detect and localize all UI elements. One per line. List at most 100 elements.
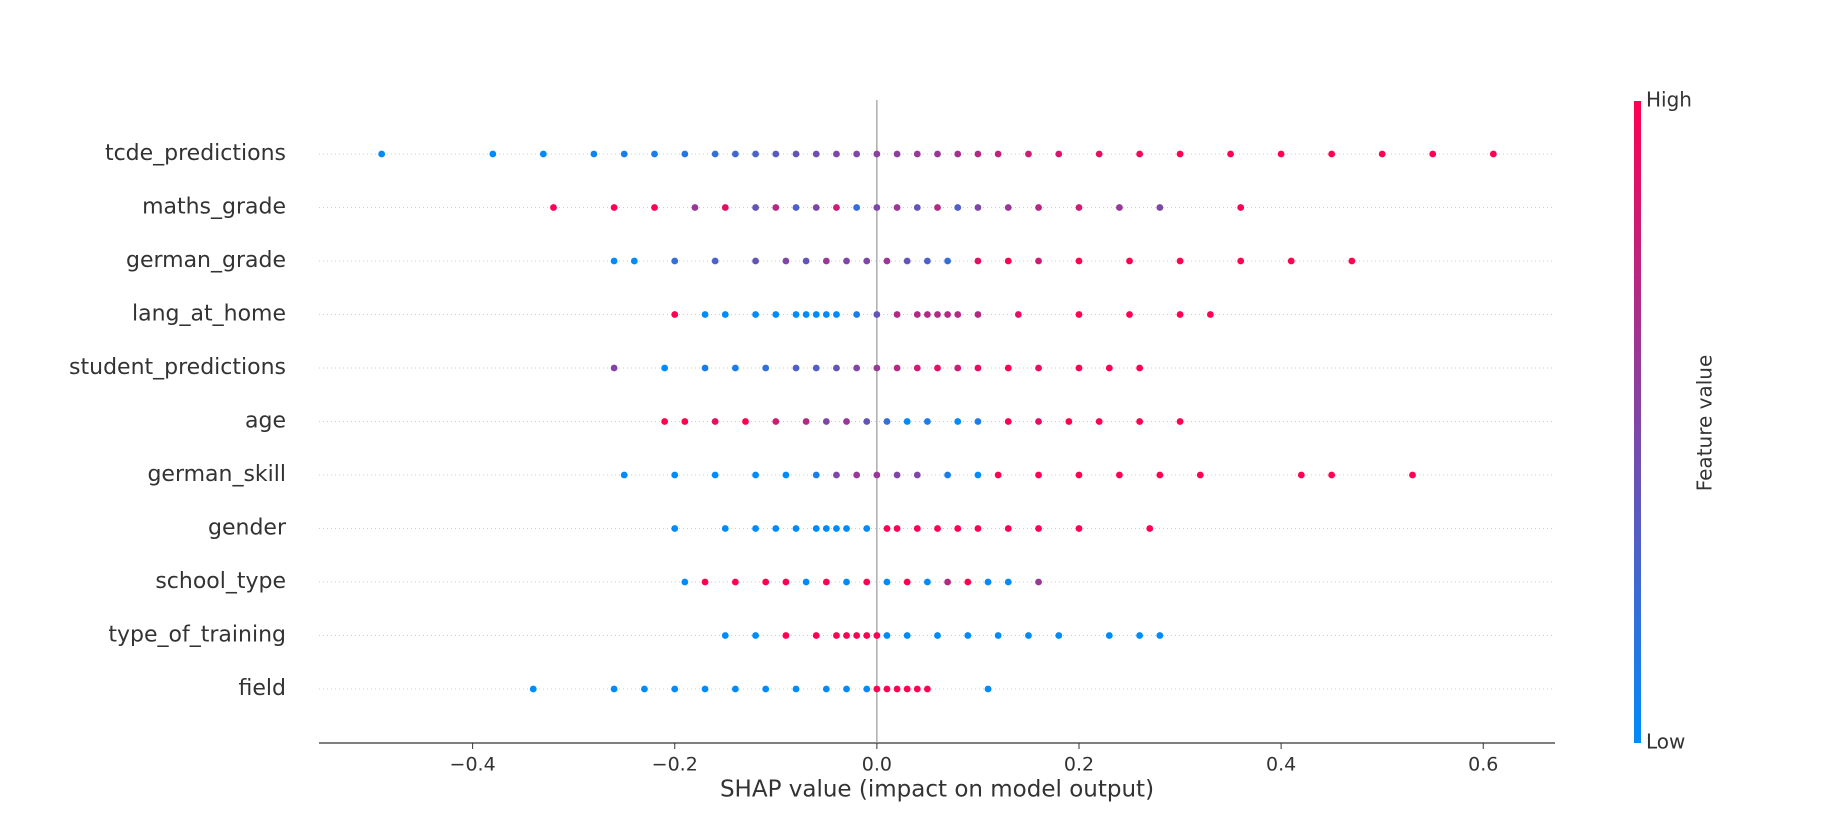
shap-point [1075,311,1083,318]
shap-point [954,364,962,372]
shap-point [873,632,881,639]
shap-point [610,364,618,372]
shap-point [812,471,820,479]
shap-point [802,257,810,265]
shap-point [539,150,547,158]
shap-point [711,257,719,265]
shap-point [954,204,962,211]
shap-point [762,364,770,372]
shap-point [802,311,810,318]
shap-point [863,685,871,693]
shap-point [529,685,537,693]
shap-point [812,632,820,639]
shap-point [721,311,729,318]
feature-label: type_of_training [108,623,286,648]
shap-point [913,311,921,318]
shap-point [731,685,739,693]
colorbar-low-label: Low [1646,730,1685,754]
shap-point [1004,578,1012,586]
shap-point [802,418,810,425]
shap-point [994,471,1002,479]
shap-point [853,471,861,479]
shap-point [772,204,780,211]
shap-point [1136,418,1144,425]
shap-point [883,525,891,532]
shap-point [1136,150,1144,158]
feature-label: german_skill [147,462,286,487]
shap-point [701,364,709,372]
shap-point [822,311,830,318]
shap-point [822,257,830,265]
shap-point [1035,204,1042,211]
shap-point [833,471,840,479]
shap-point [1297,471,1305,479]
shap-point [1378,150,1386,158]
shap-point [974,257,982,265]
shap-point [1004,204,1012,211]
shap-point [974,418,982,425]
shap-point [721,204,729,211]
shap-point [1075,364,1083,372]
shap-point [1075,204,1083,211]
shap-point [903,685,911,693]
shap-point [913,525,921,532]
shap-point [782,632,790,639]
shap-point [772,525,780,532]
shap-point [1328,150,1336,158]
shap-point [812,150,820,158]
shap-point [1156,632,1164,639]
shap-point [1156,471,1164,479]
feature-label: age [245,409,286,434]
shap-point [782,257,790,265]
shap-point [863,257,871,265]
shap-point [1237,257,1245,265]
colorbar-label: Feature value [1693,355,1717,492]
shap-point [822,685,830,693]
shap-point [913,204,921,211]
shap-point [721,632,729,639]
shap-point [843,257,850,265]
shap-point [822,418,830,425]
shap-point [1025,632,1032,639]
shap-point [1004,257,1012,265]
shap-point [731,150,739,158]
shap-point [873,364,881,372]
shap-point [681,418,689,425]
x-tick-label: 0.6 [1468,754,1498,776]
shap-point [1146,525,1154,532]
shap-point [994,632,1002,639]
shap-point [1035,257,1042,265]
shap-point [893,150,901,158]
shap-point [1206,311,1214,318]
shap-point [590,150,598,158]
shap-point [1489,150,1497,158]
shap-point [974,311,982,318]
shap-point [934,364,941,372]
shap-point [974,150,982,158]
shap-point [883,418,891,425]
shap-point [802,578,810,586]
shap-point [489,150,497,158]
shap-point [833,525,840,532]
shap-point [923,257,931,265]
shap-point [1075,525,1083,532]
shap-point [1095,150,1103,158]
x-tick-label: 0.0 [862,754,892,776]
shap-point [873,311,881,318]
shap-point [1126,257,1133,265]
shap-point [701,311,709,318]
shap-point [661,418,669,425]
shap-point [1004,364,1012,372]
feature-label: student_predictions [69,355,286,380]
shap-point [681,150,689,158]
x-tick-label: 0.4 [1266,754,1296,776]
shap-point [671,257,679,265]
shap-point [752,257,759,265]
shap-point [620,150,628,158]
shap-point [934,311,941,318]
shap-point [863,418,871,425]
shap-point [1136,632,1144,639]
shap-point [833,364,840,372]
shap-point [752,204,759,211]
shap-point [974,525,982,532]
